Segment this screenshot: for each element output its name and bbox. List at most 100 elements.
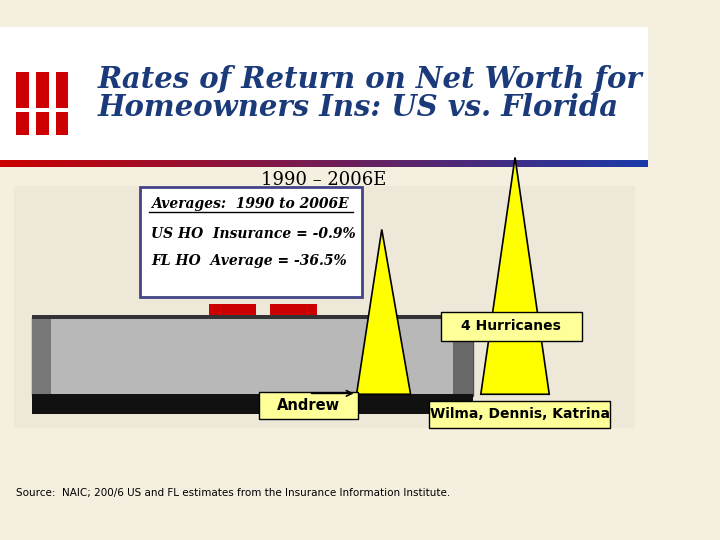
Bar [165, 160, 166, 167]
Bar [49, 160, 50, 167]
Bar [83, 160, 84, 167]
Bar [121, 160, 122, 167]
Bar [179, 160, 180, 167]
Bar [12, 160, 13, 167]
Bar [428, 160, 430, 167]
Bar [207, 160, 208, 167]
Bar [282, 160, 283, 167]
Bar [562, 160, 563, 167]
Bar [371, 160, 372, 167]
Bar [247, 160, 248, 167]
Bar [195, 160, 197, 167]
Bar [634, 160, 635, 167]
Bar [421, 160, 423, 167]
Bar [272, 160, 273, 167]
Bar [22, 160, 24, 167]
Bar [541, 160, 542, 167]
Bar [569, 160, 570, 167]
Bar [305, 160, 306, 167]
Bar [355, 160, 356, 167]
Bar [58, 160, 60, 167]
Bar [298, 160, 299, 167]
Bar [568, 160, 569, 167]
Bar [488, 160, 489, 167]
Bar [126, 160, 127, 167]
Bar [450, 160, 451, 167]
Bar [218, 160, 219, 167]
Bar [437, 160, 438, 167]
Bar [161, 160, 162, 167]
Bar [300, 160, 301, 167]
Bar [395, 160, 396, 167]
Bar [550, 160, 551, 167]
Bar [36, 112, 49, 135]
Bar [290, 160, 291, 167]
Bar [45, 160, 46, 167]
Bar [63, 160, 64, 167]
Bar [381, 160, 382, 167]
Bar [189, 160, 190, 167]
Bar [579, 160, 580, 167]
Bar [245, 160, 246, 167]
Bar [597, 160, 598, 167]
Bar [444, 160, 445, 167]
Bar [107, 160, 108, 167]
Bar [78, 160, 79, 167]
Bar [312, 160, 313, 167]
Bar [236, 160, 237, 167]
Bar [536, 160, 538, 167]
Bar [352, 160, 353, 167]
Bar [570, 160, 571, 167]
Bar [410, 160, 412, 167]
Bar [577, 160, 578, 167]
Bar [392, 160, 393, 167]
Bar [343, 160, 344, 167]
Bar [633, 160, 634, 167]
Bar [342, 160, 343, 167]
Bar [91, 160, 92, 167]
Bar [216, 160, 217, 167]
Bar [217, 160, 218, 167]
Bar [413, 160, 414, 167]
Bar [127, 160, 128, 167]
Bar [223, 160, 224, 167]
Bar [582, 160, 583, 167]
Bar [388, 160, 389, 167]
Bar [228, 160, 229, 167]
Text: Averages:  1990 to 2006E: Averages: 1990 to 2006E [151, 197, 349, 211]
Bar [32, 317, 473, 396]
Bar [68, 160, 69, 167]
Bar [427, 160, 428, 167]
Bar [466, 160, 467, 167]
Bar [219, 160, 220, 167]
Bar [515, 160, 516, 167]
Bar [393, 160, 395, 167]
Bar [451, 160, 452, 167]
Bar [182, 160, 183, 167]
Bar [581, 160, 582, 167]
Bar [387, 160, 388, 167]
Bar [0, 160, 1, 167]
Bar [545, 160, 546, 167]
Bar [380, 160, 381, 167]
Bar [540, 160, 541, 167]
Bar [475, 160, 477, 167]
Bar [442, 160, 443, 167]
Bar [37, 160, 38, 167]
Bar [254, 160, 255, 167]
Bar [646, 160, 647, 167]
Bar [284, 160, 285, 167]
Bar [637, 160, 639, 167]
Bar [640, 160, 641, 167]
Bar [208, 160, 209, 167]
Bar [327, 160, 328, 167]
Bar [508, 160, 509, 167]
Bar [43, 160, 44, 167]
Bar [256, 160, 258, 167]
Bar [629, 160, 630, 167]
Bar [423, 160, 424, 167]
Bar [102, 160, 103, 167]
Bar [623, 160, 624, 167]
Bar [385, 160, 386, 167]
Bar [252, 160, 253, 167]
